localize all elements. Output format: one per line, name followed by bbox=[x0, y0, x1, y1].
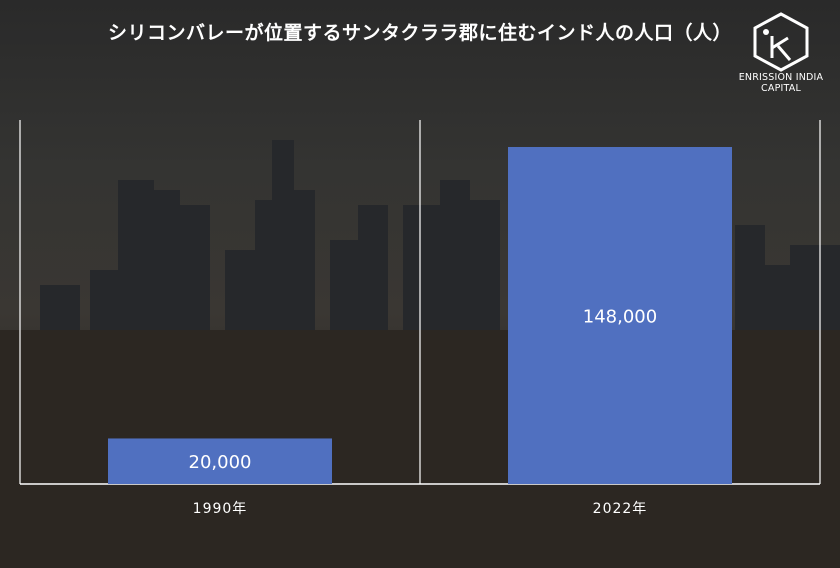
bar-1 bbox=[108, 438, 332, 484]
bar-2 bbox=[508, 147, 732, 484]
logo-text: ENRISSION INDIA CAPITAL bbox=[738, 72, 824, 94]
x-tick-label: 1990年 bbox=[193, 501, 248, 517]
chart-title: シリコンバレーが位置するサンタクララ郡に住むインド人の人口（人） bbox=[107, 22, 732, 44]
data-label: 20,000 bbox=[189, 452, 252, 473]
x-tick-label: 2022年 bbox=[593, 501, 648, 517]
data-label: 148,000 bbox=[583, 307, 657, 328]
enrission-logo-icon bbox=[753, 12, 809, 72]
